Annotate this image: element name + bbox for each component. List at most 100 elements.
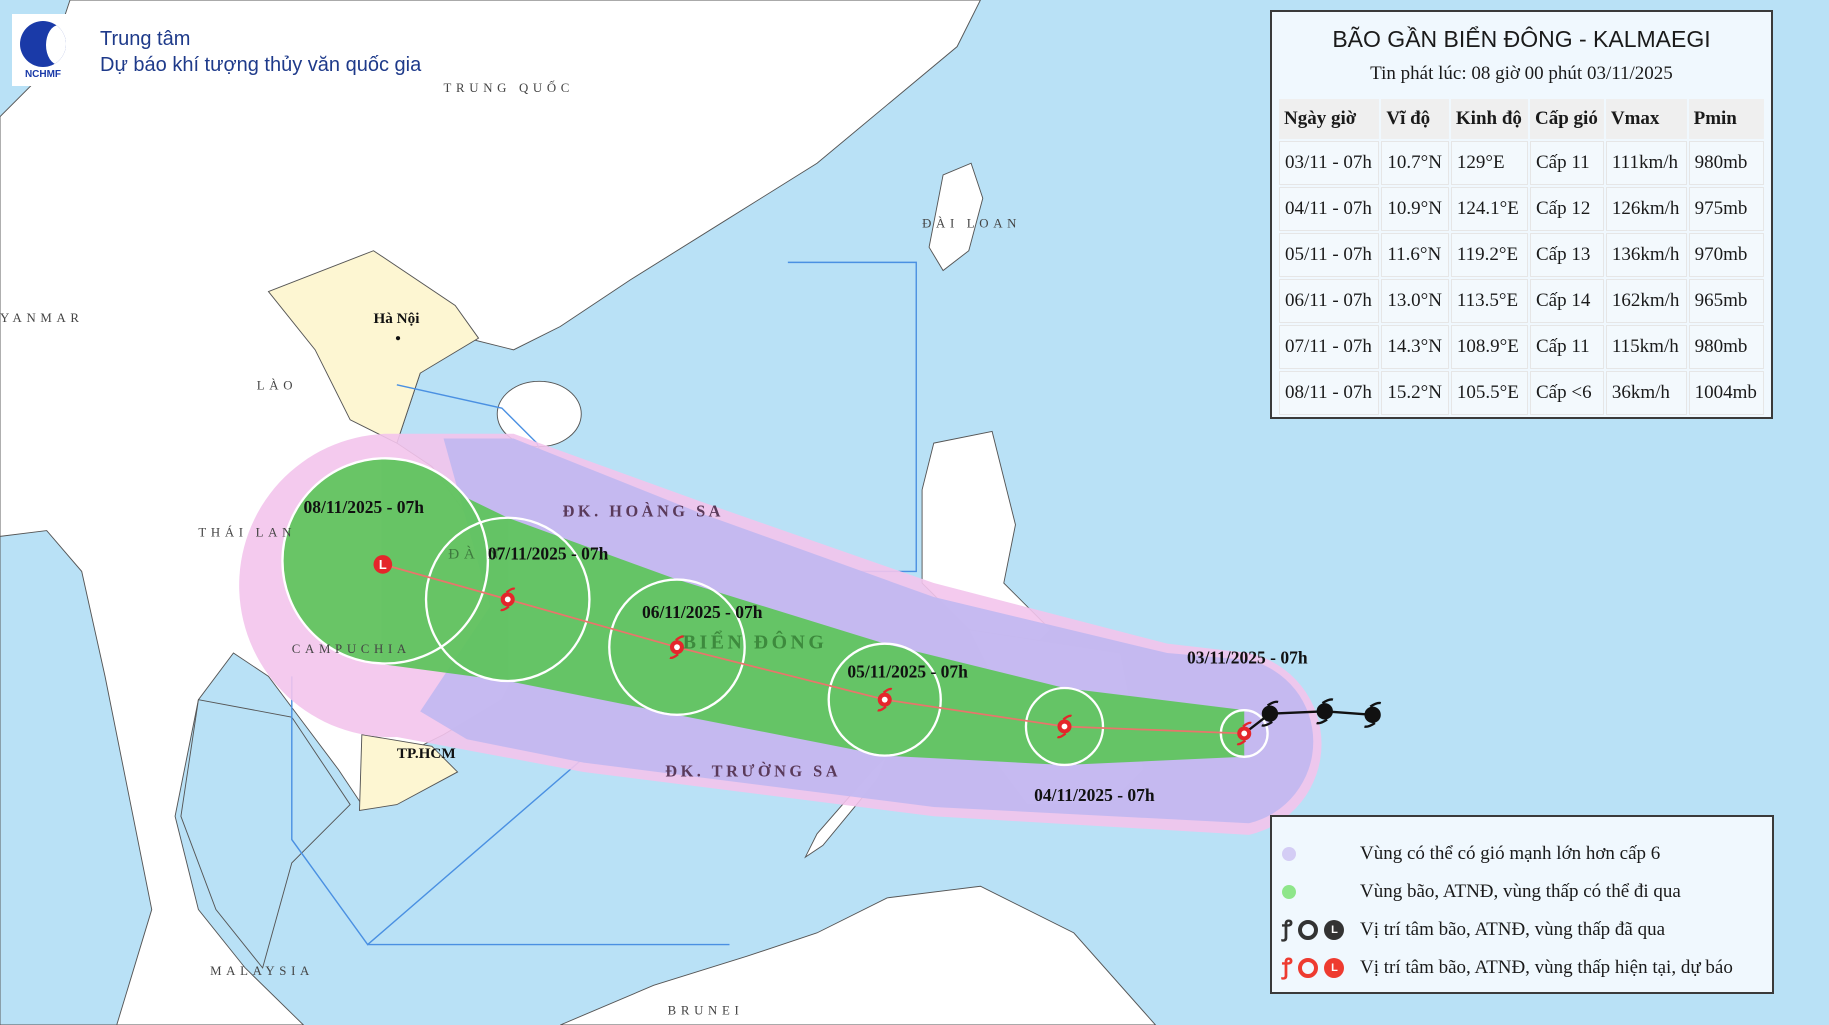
legend-item-wind-zone: Vùng có thể có gió mạnh lớn hơn cấp 6 xyxy=(1282,835,1772,873)
storm-icon xyxy=(1236,721,1252,746)
table-cell: 129°E xyxy=(1450,141,1528,185)
table-cell: 136km/h xyxy=(1605,233,1687,277)
green-dot-icon xyxy=(1282,885,1296,899)
low-past-icon: L xyxy=(1324,920,1345,940)
column-header: Kinh độ xyxy=(1450,99,1528,139)
storm-info-panel: BÃO GẦN BIỂN ĐÔNG - KALMAEGI Tin phát lú… xyxy=(1270,10,1773,419)
table-cell: 05/11 - 07h xyxy=(1279,233,1380,277)
header: NCHMF Trung tâm Dự báo khí tượng thủy vă… xyxy=(12,14,421,86)
uncertainty-circle xyxy=(1024,686,1105,767)
date-label: 06/11/2025 - 07h xyxy=(642,602,763,622)
table-cell: 111km/h xyxy=(1605,141,1687,185)
table-cell: Cấp 11 xyxy=(1530,325,1604,369)
storm-past-icon xyxy=(1261,700,1279,727)
legend-item-past: ꝭ L Vị trí tâm bão, ATNĐ, vùng thấp đã q… xyxy=(1282,911,1772,949)
table-cell: 980mb xyxy=(1688,141,1764,185)
table-cell: 13.0°N xyxy=(1381,279,1449,323)
org-line-1: Trung tâm xyxy=(100,28,191,50)
date-label: 03/11/2025 - 07h xyxy=(1187,648,1308,668)
table-row: 07/11 - 07h 14.3°N 108.9°E Cấp 11 115km/h 980… xyxy=(1279,325,1764,369)
storm-past-icon xyxy=(1364,701,1382,728)
table-cell: 119.2°E xyxy=(1450,233,1528,277)
label-hcm: TP.HCM xyxy=(397,745,456,762)
storm-icon xyxy=(1056,714,1073,739)
uncertainty-circle xyxy=(1219,708,1269,758)
storm-past-icon xyxy=(1316,698,1334,725)
track-markers: L xyxy=(373,555,1382,746)
table-cell: 1004mb xyxy=(1688,371,1764,415)
table-cell: 08/11 - 07h xyxy=(1279,371,1380,415)
table-cell: 162km/h xyxy=(1605,279,1687,323)
uncertainty-circles xyxy=(281,457,1269,767)
table-cell: 15.2°N xyxy=(1381,371,1449,415)
legend-label: Vị trí tâm bão, ATNĐ, vùng thấp hiện tại… xyxy=(1360,957,1733,978)
org-line-2: Dự báo khí tượng thủy văn quốc gia xyxy=(100,54,422,76)
uncertainty-circle xyxy=(827,642,942,757)
storm-past-icon: ꝭ xyxy=(1282,917,1293,942)
legend-label: Vùng có thể có gió mạnh lớn hơn cấp 6 xyxy=(1360,843,1661,864)
date-label: 07/11/2025 - 07h xyxy=(488,544,609,564)
logo-emblem-icon xyxy=(20,20,66,67)
organization-name: Trung tâm Dự báo khí tượng thủy văn quốc… xyxy=(100,26,421,78)
issued-time: Tin phát lúc: 08 giờ 00 phút 03/11/2025 xyxy=(1370,63,1673,84)
table-cell: Cấp <6 xyxy=(1530,371,1604,415)
label-malaysia: MALAYSIA xyxy=(210,964,314,978)
label-danang: ĐÀ N xyxy=(448,546,503,563)
table-cell: 14.3°N xyxy=(1381,325,1449,369)
date-labels: 03/11/2025 - 07h 04/11/2025 - 07h 05/11/… xyxy=(303,497,1307,805)
table-cell: Cấp 13 xyxy=(1530,233,1604,277)
svg-text:L: L xyxy=(379,557,387,572)
table-body: 03/11 - 07h 10.7°N 129°E Cấp 11 111km/h 980mb… xyxy=(1279,141,1764,415)
table-cell: Cấp 11 xyxy=(1530,141,1604,185)
table-cell: 115km/h xyxy=(1605,325,1687,369)
depression-past-icon xyxy=(1298,920,1319,940)
low-pressure-icon: L xyxy=(373,555,393,574)
table-cell: 975mb xyxy=(1688,187,1764,231)
purple-dot-icon xyxy=(1282,847,1296,861)
table-row: 04/11 - 07h 10.9°N 124.1°E Cấp 12 126km/h 975… xyxy=(1279,187,1764,231)
uncertainty-circle xyxy=(608,578,746,716)
label-brunei: BRUNEI xyxy=(668,1004,744,1018)
column-header: Vmax xyxy=(1605,99,1687,139)
storm-icon xyxy=(877,687,893,712)
table-cell: 970mb xyxy=(1688,233,1764,277)
table-cell: 11.6°N xyxy=(1381,233,1449,277)
label-laos: LÀO xyxy=(257,378,297,392)
table-cell: 124.1°E xyxy=(1450,187,1528,231)
forecast-track-line xyxy=(382,563,1245,735)
legend-item-forecast: ꝭ L Vị trí tâm bão, ATNĐ, vùng thấp hiện… xyxy=(1282,949,1772,987)
table-cell: 10.7°N xyxy=(1381,141,1449,185)
label-cambodia: CAMPUCHIA xyxy=(292,642,411,656)
map-labels: TRUNG QUỐC ĐÀI LOAN YANMAR LÀO THÁI LAN … xyxy=(0,80,1021,1018)
legend-label: Vùng bão, ATNĐ, vùng thấp có thể đi qua xyxy=(1360,881,1681,902)
legend-label: Vị trí tâm bão, ATNĐ, vùng thấp đã qua xyxy=(1360,919,1666,940)
table-row: 06/11 - 07h 13.0°N 113.5°E Cấp 14 162km/h 965… xyxy=(1279,279,1764,323)
label-china: TRUNG QUỐC xyxy=(444,80,574,95)
label-hoang-sa: ĐK. HOÀNG SA xyxy=(563,502,724,521)
table-row: 05/11 - 07h 11.6°N 119.2°E Cấp 13 136km/h 970… xyxy=(1279,233,1764,277)
label-taiwan: ĐÀI LOAN xyxy=(922,216,1021,230)
label-bien-dong: BIỂN ĐÔNG xyxy=(683,631,828,653)
table-cell: 113.5°E xyxy=(1450,279,1528,323)
date-label: 05/11/2025 - 07h xyxy=(847,662,968,682)
table-cell: 03/11 - 07h xyxy=(1279,141,1380,185)
forecast-table: Ngày giờ Vĩ độ Kinh độ Cấp gió Vmax Pmin 03/1… xyxy=(1277,97,1766,417)
storm-icon xyxy=(500,587,516,612)
depression-forecast-icon xyxy=(1298,958,1319,978)
column-header: Cấp gió xyxy=(1530,99,1604,139)
table-cell: 126km/h xyxy=(1605,187,1687,231)
table-cell: 10.9°N xyxy=(1381,187,1449,231)
legend-item-storm-zone: Vùng bão, ATNĐ, vùng thấp có thể đi qua xyxy=(1282,873,1772,911)
column-header: Ngày giờ xyxy=(1279,99,1380,139)
legend-panel: Vùng có thể có gió mạnh lớn hơn cấp 6 Vù… xyxy=(1270,815,1774,994)
table-cell: 04/11 - 07h xyxy=(1279,187,1380,231)
label-truong-sa: ĐK. TRƯỜNG SA xyxy=(665,762,841,781)
storm-title: BÃO GẦN BIỂN ĐÔNG - KALMAEGI xyxy=(1332,26,1711,52)
low-forecast-icon: L xyxy=(1324,958,1345,978)
table-header-row: Ngày giờ Vĩ độ Kinh độ Cấp gió Vmax Pmin xyxy=(1279,99,1764,139)
table-row: 08/11 - 07h 15.2°N 105.5°E Cấp <6 36km/h 1004… xyxy=(1279,371,1764,415)
table-cell: 980mb xyxy=(1688,325,1764,369)
hanoi-dot xyxy=(395,336,401,341)
date-label: 08/11/2025 - 07h xyxy=(303,497,424,517)
table-cell: 105.5°E xyxy=(1450,371,1528,415)
